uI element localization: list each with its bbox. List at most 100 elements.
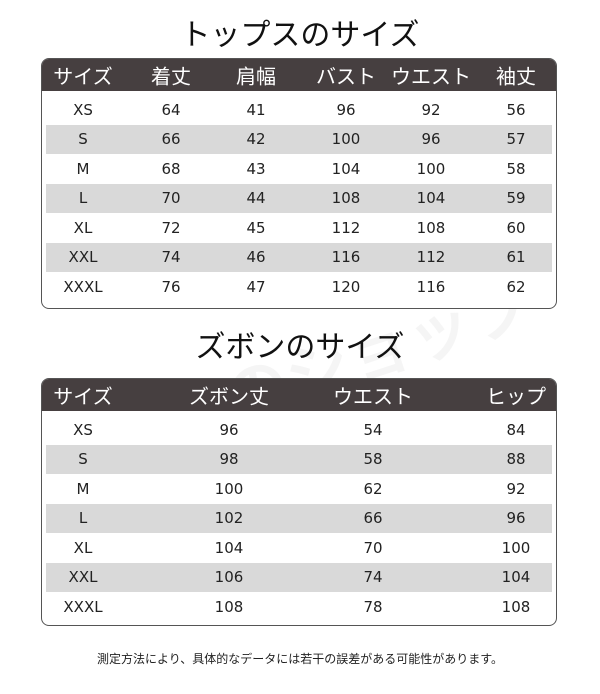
- table-cell: XL: [73, 218, 93, 237]
- table-cell: 76: [161, 277, 181, 296]
- table-cell: 46: [246, 248, 266, 267]
- table-cell: 74: [161, 248, 181, 267]
- table-cell: 45: [246, 218, 266, 237]
- table-row: XXXL 76 47 120 116 62: [46, 272, 552, 302]
- column-header: 肩幅: [236, 64, 276, 89]
- table-row: XS 96 54 84: [46, 415, 552, 445]
- table-cell: 59: [506, 189, 526, 208]
- table-cell: 66: [363, 509, 383, 528]
- table-cell: XXXL: [63, 597, 103, 616]
- table-cell: XXL: [68, 248, 98, 267]
- table-cell: S: [78, 130, 88, 149]
- table-cell: 42: [246, 130, 266, 149]
- table-row: XL 72 45 112 108 60: [46, 213, 552, 243]
- table-cell: 112: [416, 248, 446, 267]
- table-cell: M: [76, 159, 90, 178]
- table-cell: 88: [506, 450, 526, 469]
- table-cell: 96: [421, 130, 441, 149]
- column-header: サイズ: [53, 64, 113, 89]
- table-cell: 47: [246, 277, 266, 296]
- column-header: ズボン丈: [189, 384, 269, 409]
- table-cell: 104: [416, 189, 446, 208]
- table-cell: 100: [501, 538, 531, 557]
- table-cell: 120: [331, 277, 361, 296]
- table-cell: 74: [363, 568, 383, 587]
- table-cell: 96: [336, 100, 356, 119]
- table-cell: XXL: [68, 568, 98, 587]
- table-cell: L: [78, 509, 88, 528]
- table-cell: 41: [246, 100, 266, 119]
- table-cell: 96: [219, 420, 239, 439]
- table-cell: 104: [501, 568, 531, 587]
- table-cell: 62: [506, 277, 526, 296]
- table-cell: 106: [214, 568, 244, 587]
- measurement-note: 測定方法により、具体的なデータには若干の誤差がある可能性があります。: [96, 652, 504, 666]
- column-header: サイズ: [53, 384, 113, 409]
- table-cell: 70: [363, 538, 383, 557]
- table-row: S 98 58 88: [46, 444, 552, 474]
- table-cell: 100: [416, 159, 446, 178]
- table-cell: 72: [161, 218, 181, 237]
- table-cell: 64: [161, 100, 181, 119]
- column-header: ウエスト: [333, 384, 413, 409]
- table-row: XL 104 70 100: [46, 533, 552, 563]
- table-cell: 96: [506, 509, 526, 528]
- table-cell: 61: [506, 248, 526, 267]
- table-cell: 58: [506, 159, 526, 178]
- table-cell: 56: [506, 100, 526, 119]
- table-cell: XXXL: [63, 277, 103, 296]
- table-cell: 100: [331, 130, 361, 149]
- table-row: L 102 66 96: [46, 503, 552, 533]
- tops-title: トップスのサイズ: [180, 18, 420, 53]
- table-cell: 116: [416, 277, 446, 296]
- table-row: XS 64 41 96 92 56: [46, 95, 552, 125]
- table-row: M 68 43 104 100 58: [46, 154, 552, 184]
- table-cell: XS: [73, 420, 93, 439]
- column-header: バスト: [316, 64, 376, 89]
- table-cell: 104: [214, 538, 244, 557]
- table-cell: 70: [161, 189, 181, 208]
- table-cell: 112: [331, 218, 361, 237]
- table-row: M 100 62 92: [46, 474, 552, 504]
- table-row: XXXL 108 78 108: [46, 592, 552, 622]
- table-cell: 98: [219, 450, 239, 469]
- table-row: XXL 106 74 104: [46, 562, 552, 592]
- table-row: L 70 44 108 104 59: [46, 183, 552, 213]
- column-header: ヒップ: [486, 384, 546, 409]
- table-cell: 116: [331, 248, 361, 267]
- table-cell: 66: [161, 130, 181, 149]
- table-cell: 58: [363, 450, 383, 469]
- table-cell: 57: [506, 130, 526, 149]
- table-cell: XL: [73, 538, 93, 557]
- table-cell: 100: [214, 479, 244, 498]
- table-header: サイズ ズボン丈 ウエスト ヒップ: [42, 379, 556, 411]
- table-cell: 104: [331, 159, 361, 178]
- table-cell: 54: [363, 420, 383, 439]
- table-cell: 60: [506, 218, 526, 237]
- table-cell: L: [78, 189, 88, 208]
- table-cell: 108: [214, 597, 244, 616]
- table-row: S 66 42 100 96 57: [46, 124, 552, 154]
- table-cell: 102: [214, 509, 244, 528]
- column-header: ウエスト: [391, 64, 471, 89]
- table-cell: M: [76, 479, 90, 498]
- column-header: 袖丈: [496, 64, 536, 89]
- table-row: XXL 74 46 116 112 61: [46, 242, 552, 272]
- table-cell: 92: [506, 479, 526, 498]
- table-cell: 78: [363, 597, 383, 616]
- table-cell: 92: [421, 100, 441, 119]
- table-cell: S: [78, 450, 88, 469]
- pants-title: ズボンのサイズ: [195, 330, 405, 365]
- table-cell: XS: [73, 100, 93, 119]
- table-header: サイズ 着丈 肩幅 バスト ウエスト 袖丈: [42, 59, 556, 91]
- column-header: 着丈: [151, 64, 191, 89]
- table-cell: 62: [363, 479, 383, 498]
- table-cell: 84: [506, 420, 526, 439]
- table-cell: 43: [246, 159, 266, 178]
- table-cell: 108: [501, 597, 531, 616]
- table-cell: 68: [161, 159, 181, 178]
- table-cell: 108: [331, 189, 361, 208]
- table-cell: 44: [246, 189, 266, 208]
- pants-size-table: サイズ ズボン丈 ウエスト ヒップ XS 96 54 84 S 98 58 88 M 100 62 92 L 10…: [41, 378, 557, 626]
